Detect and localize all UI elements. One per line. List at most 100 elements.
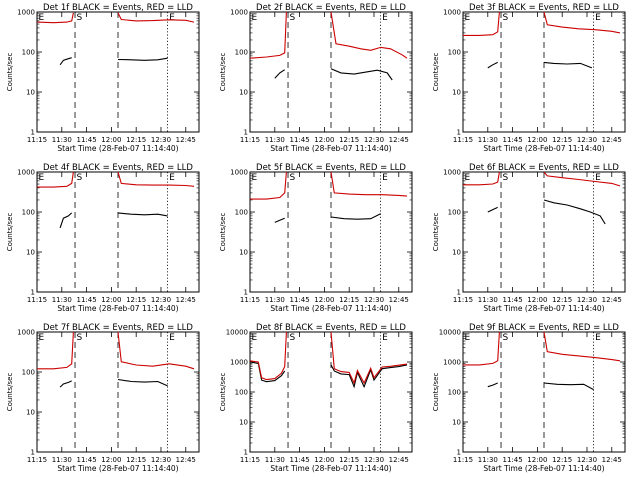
lld-series-line: [36, 12, 74, 24]
marker-label: E: [595, 333, 601, 343]
x-tick-label: 12:30: [151, 456, 171, 464]
y-tick-label: 1: [457, 289, 461, 297]
events-series-line: [59, 380, 72, 388]
events-series-line: [274, 69, 286, 79]
plot-panel-1: Det 1f BLACK = Events, RED = LLD 1 10 100 10…: [6, 3, 200, 153]
x-tick-label: 12:45: [389, 136, 409, 144]
x-tick-label: 11:45: [76, 456, 96, 464]
marker-label: E: [252, 173, 258, 183]
events-series-line: [117, 378, 168, 387]
plot-panel-9: Det 9f BLACK = Events, RED = LLD 1 10 100 10…: [432, 323, 626, 473]
x-tick-label: 11:45: [289, 136, 309, 144]
y-axis-label: Counts/sec: [6, 373, 14, 412]
x-tick-label: 12:15: [126, 296, 146, 304]
marker-label: S: [290, 333, 296, 343]
lld-series-line: [543, 331, 621, 362]
lld-series-line: [117, 331, 195, 370]
events-series-line: [543, 199, 606, 225]
events-series-line: [330, 364, 408, 389]
x-axis-label: Start Time (28-Feb-07 11:14:40): [483, 144, 604, 153]
x-tick-label: 12:30: [364, 456, 384, 464]
y-tick-label: 1: [244, 289, 248, 297]
y-tick-label: 1000: [443, 169, 461, 177]
x-tick-label: 11:30: [478, 136, 498, 144]
x-tick-label: 12:45: [602, 456, 622, 464]
x-tick-label: 12:30: [364, 136, 384, 144]
x-axis-label: Start Time (28-Feb-07 11:14:40): [57, 144, 178, 153]
x-tick-label: 12:45: [176, 296, 196, 304]
y-axis-label: Counts/sec: [6, 213, 14, 252]
x-tick-label: 11:30: [478, 456, 498, 464]
x-tick-label: 11:45: [502, 296, 522, 304]
x-tick-label: 11:45: [289, 456, 309, 464]
x-tick-label: 12:00: [314, 456, 334, 464]
plot-panel-2: Det 2f BLACK = Events, RED = LLD 1 10 100 10…: [219, 3, 413, 153]
x-axis-label: Start Time (28-Feb-07 11:14:40): [270, 464, 391, 473]
lld-series-line: [249, 331, 287, 381]
marker-label: E: [169, 13, 175, 23]
x-tick-label: 11:45: [289, 296, 309, 304]
y-tick-label: 100: [235, 49, 248, 57]
y-tick-label: 1000: [17, 329, 35, 337]
x-tick-label: 12:30: [577, 456, 597, 464]
marker-label: E: [252, 13, 258, 23]
marker-label: E: [382, 173, 388, 183]
y-axis-label: Counts/sec: [219, 213, 227, 252]
events-series-line: [330, 213, 381, 220]
x-axis-label: Start Time (28-Feb-07 11:14:40): [57, 464, 178, 473]
lld-series-line: [330, 331, 408, 385]
x-tick-label: 12:00: [527, 456, 547, 464]
x-tick-label: 11:15: [27, 136, 47, 144]
x-tick-label: 11:15: [27, 296, 47, 304]
marker-label: E: [465, 13, 471, 23]
x-tick-label: 11:15: [453, 456, 473, 464]
marker-label: E: [382, 333, 388, 343]
x-tick-label: 12:15: [339, 136, 359, 144]
lld-series-line: [463, 331, 500, 366]
lld-series-line: [117, 12, 195, 23]
y-tick-label: 1: [31, 289, 35, 297]
y-tick-label: 100: [448, 49, 461, 57]
x-tick-label: 12:30: [151, 136, 171, 144]
x-tick-label: 12:00: [527, 136, 547, 144]
x-tick-label: 12:15: [552, 296, 572, 304]
x-tick-label: 12:00: [314, 296, 334, 304]
y-tick-label: 10: [452, 419, 461, 427]
lld-series-line: [37, 331, 74, 370]
x-tick-label: 12:45: [389, 456, 409, 464]
y-tick-label: 10: [239, 89, 248, 97]
x-axis-label: Start Time (28-Feb-07 11:14:40): [483, 464, 604, 473]
marker-label: E: [465, 173, 471, 183]
lld-series-line: [250, 171, 287, 200]
marker-label: E: [39, 173, 45, 183]
x-tick-label: 12:00: [101, 136, 121, 144]
x-tick-label: 12:15: [552, 456, 572, 464]
x-tick-label: 11:45: [502, 136, 522, 144]
y-axis-label: Counts/sec: [432, 213, 440, 252]
x-tick-label: 11:30: [265, 136, 285, 144]
marker-label: E: [39, 333, 45, 343]
marker-label: E: [169, 173, 175, 183]
lld-series-line: [543, 11, 621, 34]
x-tick-label: 12:00: [314, 136, 334, 144]
events-series-line: [487, 61, 498, 69]
y-tick-label: 10: [26, 409, 35, 417]
y-tick-label: 10: [452, 89, 461, 97]
y-tick-label: 100: [22, 369, 35, 377]
x-tick-label: 12:00: [101, 296, 121, 304]
y-tick-label: 1000: [17, 169, 35, 177]
events-series-line: [487, 382, 498, 388]
y-tick-label: 1000: [17, 9, 35, 17]
x-tick-label: 11:45: [76, 296, 96, 304]
chart-title: Det 2f BLACK = Events, RED = LLD: [256, 3, 406, 13]
marker-label: S: [77, 333, 83, 343]
plot-panel-4: Det 4f BLACK = Events, RED = LLD 1 10 100 10…: [6, 163, 200, 313]
y-axis-label: Counts/sec: [432, 53, 440, 92]
marker-label: E: [169, 333, 175, 343]
events-series-line: [274, 217, 285, 223]
x-tick-label: 12:45: [176, 136, 196, 144]
x-tick-label: 11:45: [76, 136, 96, 144]
marker-label: S: [503, 333, 509, 343]
x-tick-label: 12:15: [339, 456, 359, 464]
x-tick-label: 12:15: [126, 136, 146, 144]
